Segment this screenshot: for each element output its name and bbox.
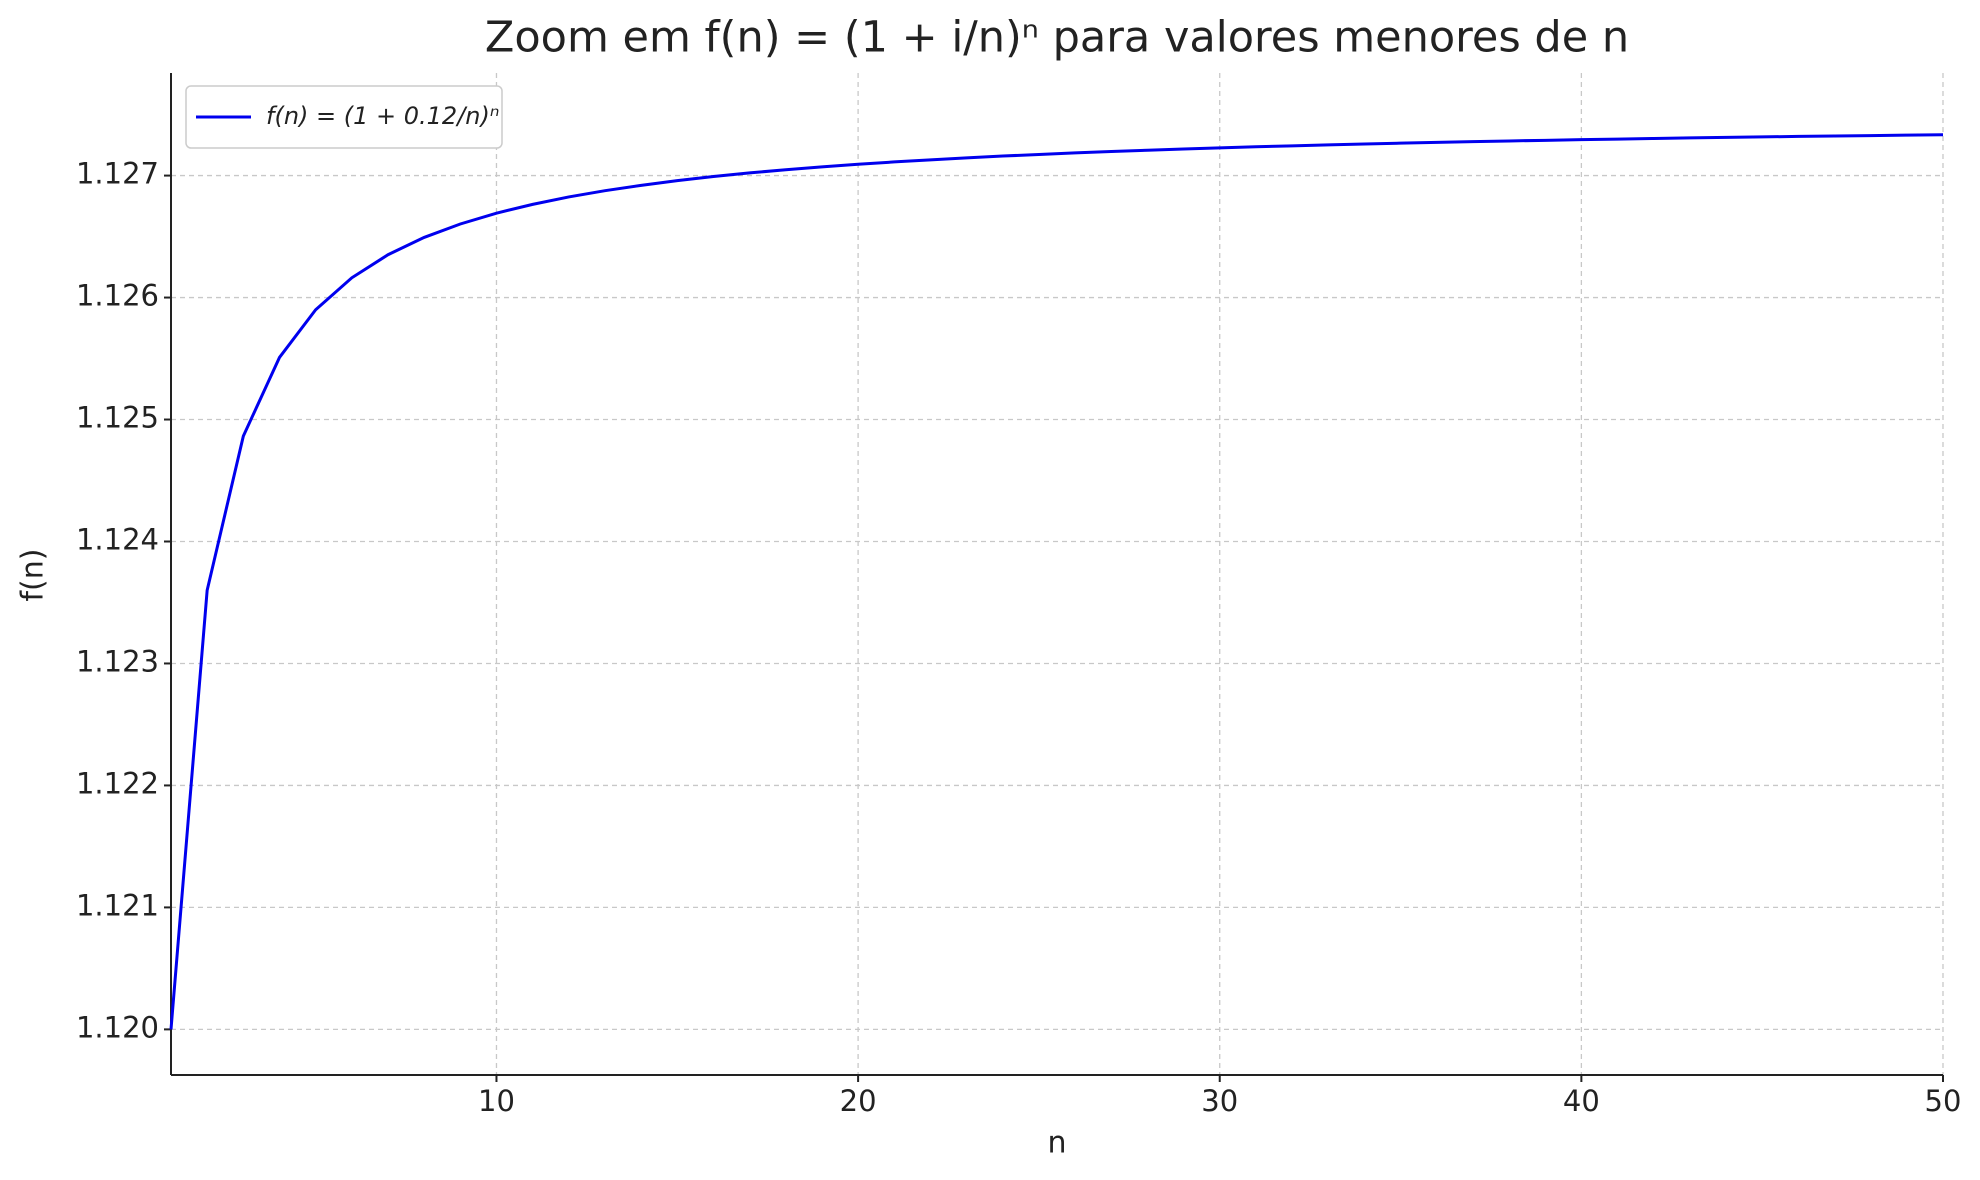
x-tick-label: 40 <box>1563 1084 1600 1118</box>
data-line <box>169 133 1944 1030</box>
y-tick-label: 1.120 <box>76 1010 159 1044</box>
y-tick-label: 1.121 <box>76 888 159 922</box>
x-tick-label: 20 <box>840 1084 877 1118</box>
y-axis-label: f(n) <box>16 549 51 602</box>
x-tick-label: 30 <box>1201 1084 1238 1118</box>
y-tick-label: 1.125 <box>76 401 159 435</box>
x-axis-label: n <box>1047 1126 1066 1161</box>
legend-box <box>185 85 503 149</box>
x-tick-label: 10 <box>478 1084 515 1118</box>
y-tick-label: 1.122 <box>76 766 159 800</box>
x-tick-label: 50 <box>1925 1084 1962 1118</box>
y-tick-label: 1.123 <box>76 644 159 678</box>
chart-title: Zoom em f(n) = (1 + i/n)ⁿ para valores m… <box>485 13 1629 63</box>
y-tick-label: 1.126 <box>76 279 159 313</box>
legend-label: f(n) = (1 + 0.12/n)ⁿ <box>266 102 499 130</box>
y-tick-label: 1.127 <box>76 157 159 191</box>
y-tick-label: 1.124 <box>76 522 159 556</box>
